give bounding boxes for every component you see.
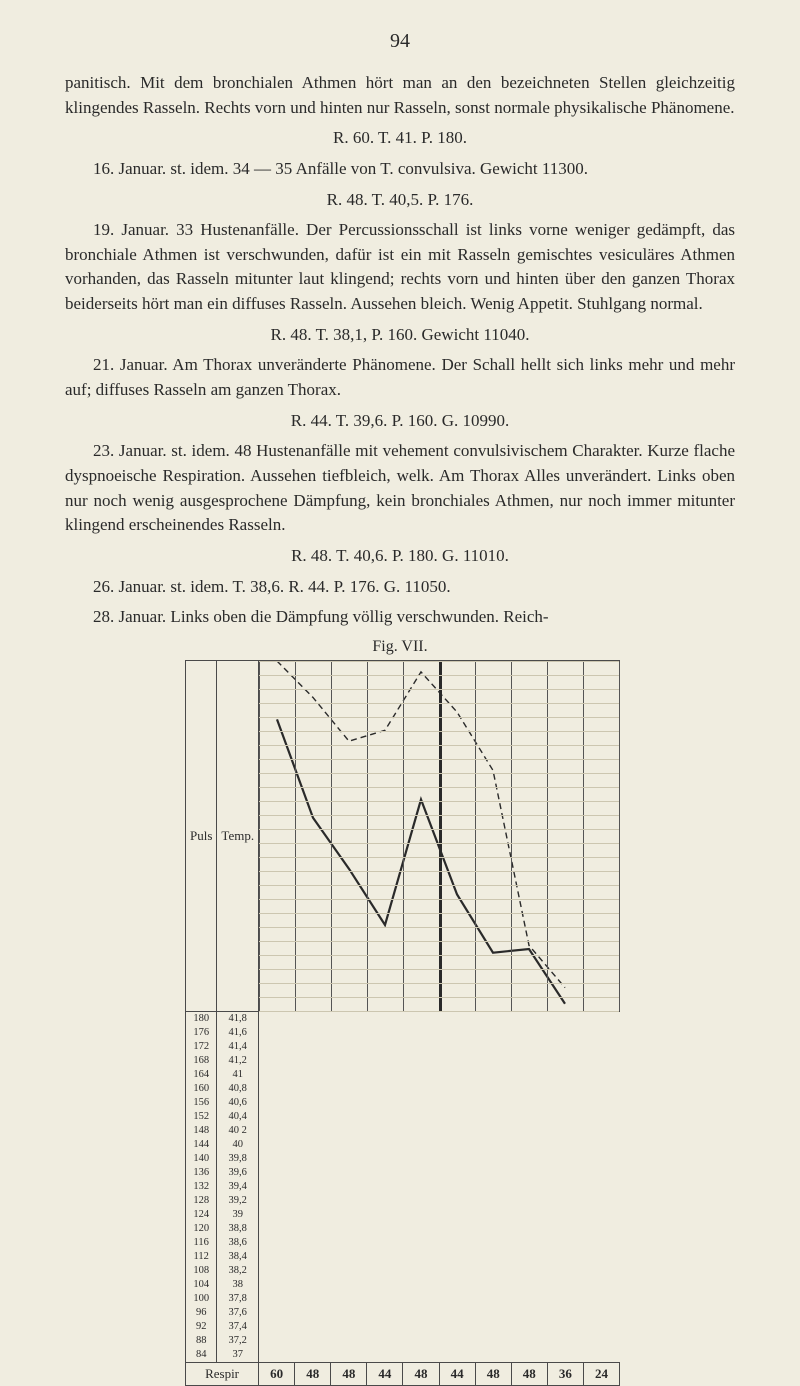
puls-label: 180 (186, 1011, 217, 1026)
paragraph-7: 21. Januar. Am Thorax unveränderte Phäno… (65, 353, 735, 402)
puls-label: 136 (186, 1166, 217, 1180)
chart-container: Puls Temp. 18041,817641,617241,416841,21… (185, 660, 615, 1386)
temp-label: 41 (217, 1068, 259, 1082)
puls-label: 152 (186, 1110, 217, 1124)
temp-label: 40,4 (217, 1110, 259, 1124)
temp-label: 37,2 (217, 1334, 259, 1348)
puls-label: 156 (186, 1096, 217, 1110)
temp-label: 37,8 (217, 1292, 259, 1306)
chart-table: Puls Temp. 18041,817641,617241,416841,21… (185, 660, 620, 1386)
footer-val-5: 44 (439, 1362, 475, 1385)
footer-val-2: 48 (331, 1362, 367, 1385)
col-header-puls: Puls (186, 660, 217, 1011)
temp-label: 40,8 (217, 1082, 259, 1096)
puls-label: 148 (186, 1124, 217, 1138)
footer-row: Respir 60 48 48 44 48 44 48 48 36 24 (186, 1362, 620, 1385)
paragraph-11: 26. Januar. st. idem. T. 38,6. R. 44. P.… (65, 575, 735, 600)
temp-label: 41,6 (217, 1026, 259, 1040)
paragraph-12: 28. Januar. Links oben die Dämpfung völl… (65, 605, 735, 630)
puls-label: 160 (186, 1082, 217, 1096)
temp-label: 38,8 (217, 1222, 259, 1236)
temp-label: 41,8 (217, 1011, 259, 1026)
puls-label: 96 (186, 1306, 217, 1320)
measurements-1: R. 60. T. 41. P. 180. (65, 126, 735, 151)
puls-label: 124 (186, 1208, 217, 1222)
temp-label: 40 (217, 1138, 259, 1152)
temp-label: 39,6 (217, 1166, 259, 1180)
puls-label: 88 (186, 1334, 217, 1348)
temp-label: 39 (217, 1208, 259, 1222)
puls-label: 108 (186, 1264, 217, 1278)
plot-area-cell (259, 660, 620, 1011)
puls-label: 144 (186, 1138, 217, 1152)
temp-label: 40,6 (217, 1096, 259, 1110)
temp-label: 38,6 (217, 1236, 259, 1250)
paragraph-5: 19. Januar. 33 Hustenanfälle. Der Percus… (65, 218, 735, 317)
measurements-2: R. 48. T. 40,5. P. 176. (65, 188, 735, 213)
paragraph-3: 16. Januar. st. idem. 34 — 35 Anfälle vo… (65, 157, 735, 182)
measurements-3: R. 48. T. 38,1, P. 160. Gewicht 11040. (65, 323, 735, 348)
temp-label: 39,2 (217, 1194, 259, 1208)
temp-label: 38,2 (217, 1264, 259, 1278)
temp-label: 39,8 (217, 1152, 259, 1166)
footer-val-6: 48 (475, 1362, 511, 1385)
footer-val-0: 60 (259, 1362, 295, 1385)
footer-label: Respir (186, 1362, 259, 1385)
figure-caption: Fig. VII. (65, 638, 735, 656)
puls-label: 128 (186, 1194, 217, 1208)
chart-plot (259, 661, 619, 1011)
temp-label: 37,6 (217, 1306, 259, 1320)
puls-label: 116 (186, 1236, 217, 1250)
puls-label: 84 (186, 1348, 217, 1363)
measurements-5: R. 48. T. 40,6. P. 180. G. 11010. (65, 544, 735, 569)
temp-label: 38,4 (217, 1250, 259, 1264)
measurements-4: R. 44. T. 39,6. P. 160. G. 10990. (65, 409, 735, 434)
puls-label: 140 (186, 1152, 217, 1166)
paragraph-9: 23. Januar. st. idem. 48 Hustenanfälle m… (65, 439, 735, 538)
puls-label: 104 (186, 1278, 217, 1292)
puls-label: 132 (186, 1180, 217, 1194)
temp-label: 37 (217, 1348, 259, 1363)
puls-label: 120 (186, 1222, 217, 1236)
temp-label: 38 (217, 1278, 259, 1292)
page-number: 94 (65, 30, 735, 53)
temp-label: 41,4 (217, 1040, 259, 1054)
col-header-temp: Temp. (217, 660, 259, 1011)
puls-label: 176 (186, 1026, 217, 1040)
footer-val-1: 48 (295, 1362, 331, 1385)
temp-label: 41,2 (217, 1054, 259, 1068)
temp-label: 37,4 (217, 1320, 259, 1334)
puls-label: 172 (186, 1040, 217, 1054)
temp-label: 40 2 (217, 1124, 259, 1138)
temp-label: 39,4 (217, 1180, 259, 1194)
puls-label: 92 (186, 1320, 217, 1334)
puls-label: 164 (186, 1068, 217, 1082)
footer-val-8: 36 (547, 1362, 583, 1385)
paragraph-1: panitisch. Mit dem bronchialen Athmen hö… (65, 71, 735, 120)
puls-label: 112 (186, 1250, 217, 1264)
footer-val-7: 48 (511, 1362, 547, 1385)
footer-val-4: 48 (403, 1362, 439, 1385)
puls-label: 168 (186, 1054, 217, 1068)
footer-val-3: 44 (367, 1362, 403, 1385)
footer-val-9: 24 (583, 1362, 619, 1385)
puls-label: 100 (186, 1292, 217, 1306)
